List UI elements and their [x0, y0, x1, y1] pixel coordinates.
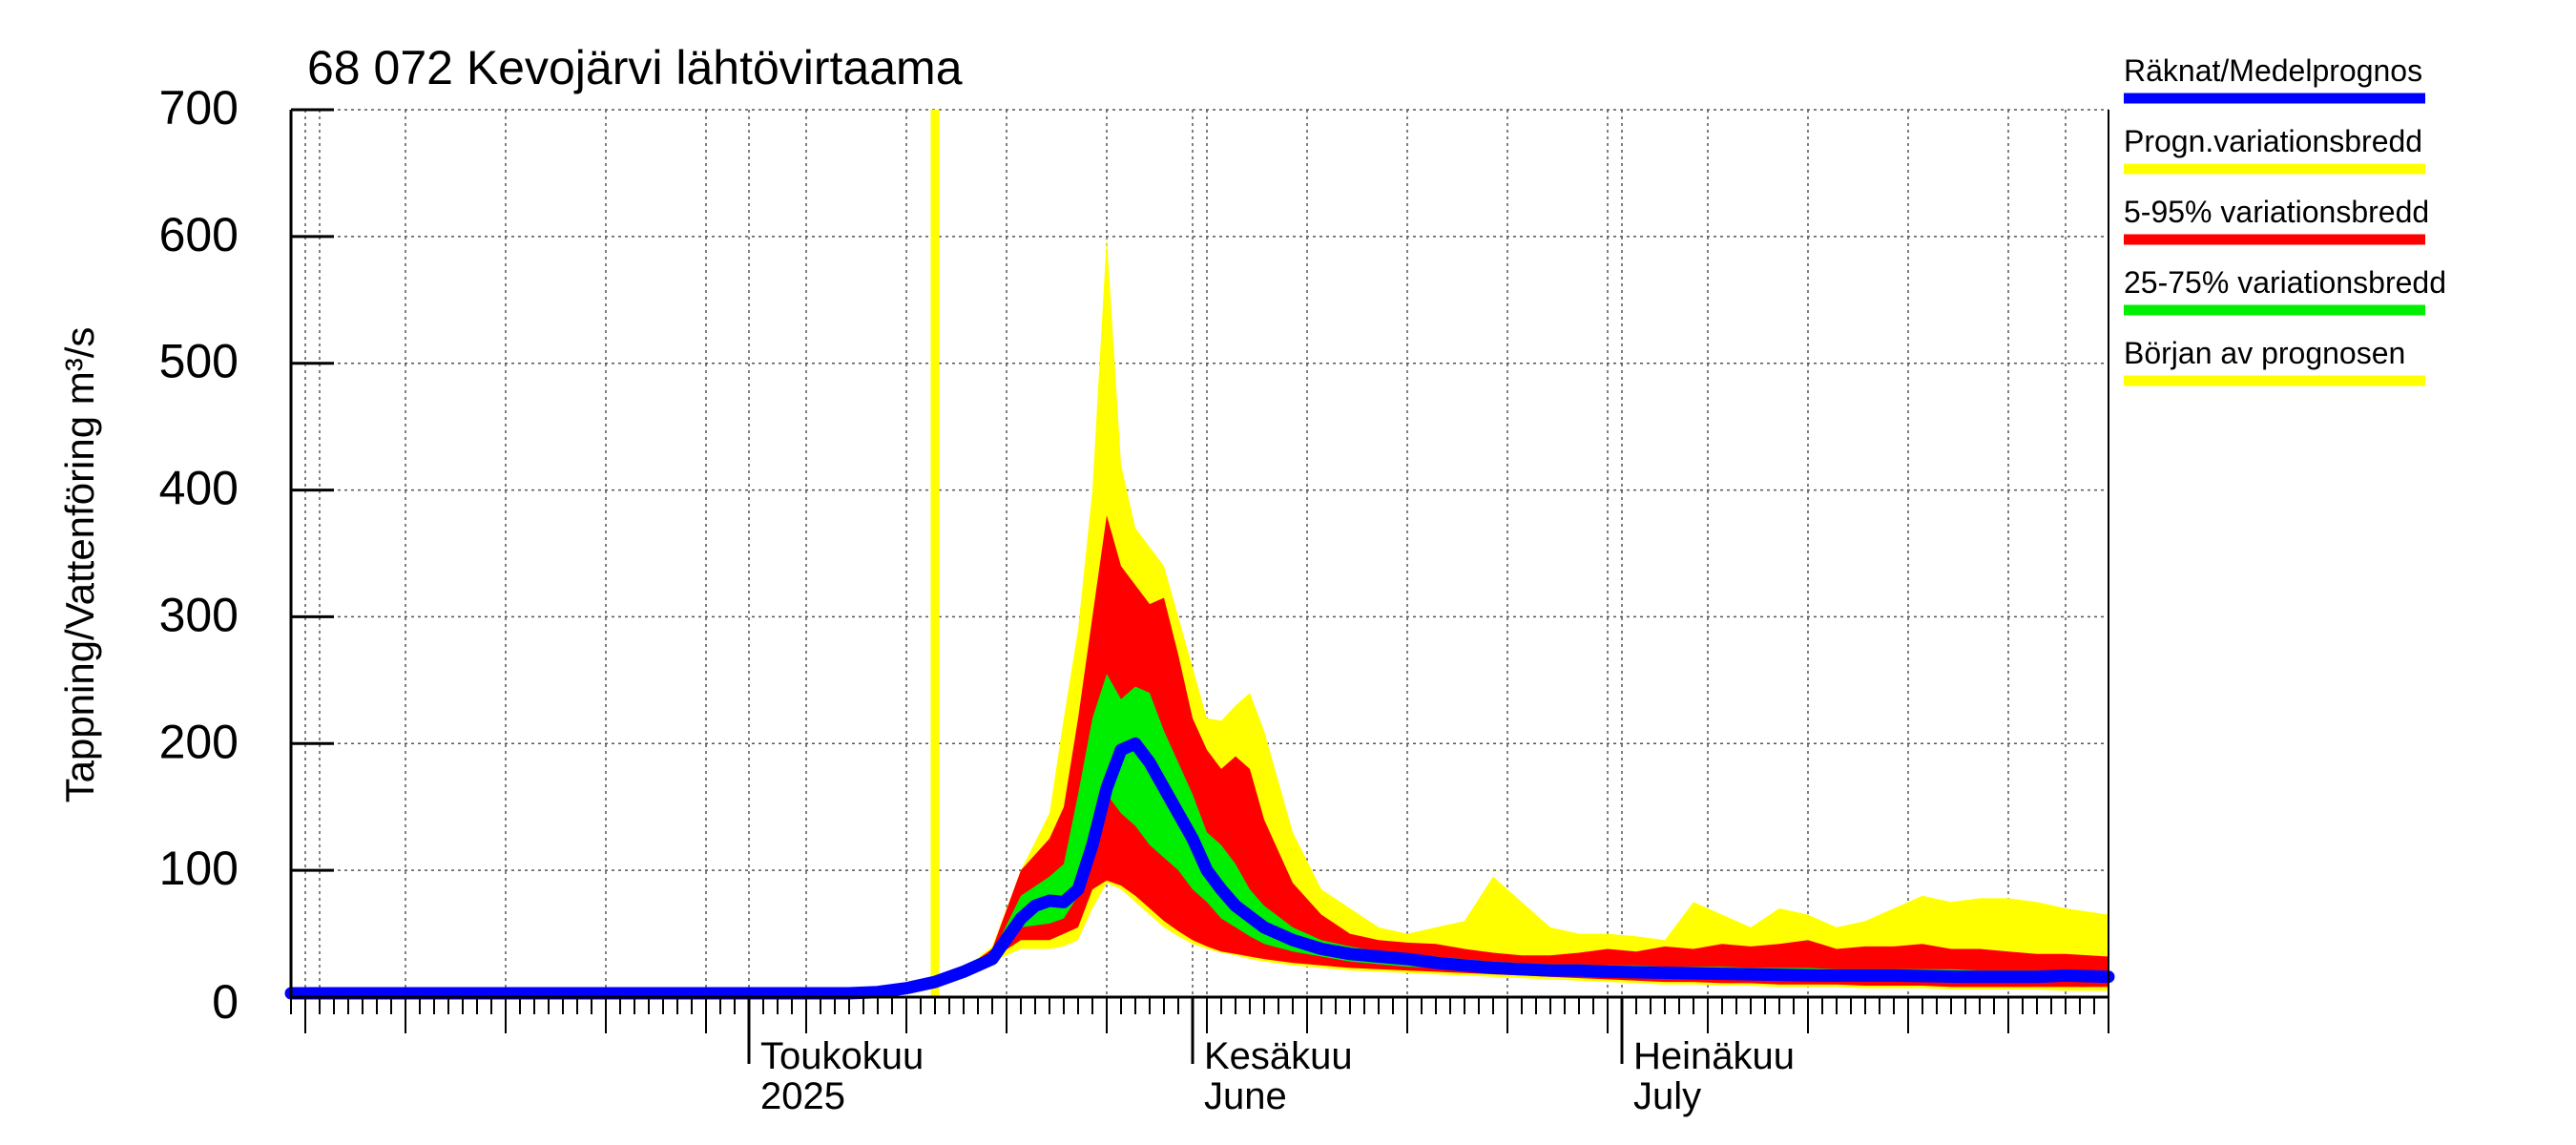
y-tick-label: 500	[159, 335, 239, 388]
legend-label: 5-95% variationsbredd	[2124, 195, 2429, 229]
series-line-mean	[284, 737, 2115, 1000]
y-tick-label: 600	[159, 208, 239, 261]
x-month-label: Toukokuu	[760, 1035, 924, 1077]
legend-label: 25-75% variationsbredd	[2124, 265, 2446, 300]
x-month-sublabel: July	[1633, 1075, 1701, 1117]
legend-label: Räknat/Medelprognos	[2124, 53, 2422, 88]
y-tick-label: 300	[159, 588, 239, 641]
x-month-sublabel: June	[1204, 1075, 1287, 1117]
legend-label: Början av prognosen	[2124, 336, 2405, 370]
legend: Räknat/Medelprognos Progn.variationsbredd…	[2124, 53, 2446, 386]
y-tick-label: 0	[212, 975, 239, 1029]
legend-label: Progn.variationsbredd	[2124, 124, 2422, 158]
y-tick-label: 100	[159, 842, 239, 895]
y-tick-label: 400	[159, 462, 239, 515]
y-tick-label: 700	[159, 81, 239, 135]
y-tick-label: 200	[159, 715, 239, 768]
y-axis-label: Tappning/Vattenföring m³/s	[57, 327, 102, 803]
x-month-sublabel: 2025	[760, 1075, 845, 1117]
x-month-label: Heinäkuu	[1633, 1035, 1795, 1077]
chart-title: 68 072 Kevojärvi lähtövirtaama	[307, 41, 963, 94]
x-month-label: Kesäkuu	[1204, 1035, 1353, 1077]
